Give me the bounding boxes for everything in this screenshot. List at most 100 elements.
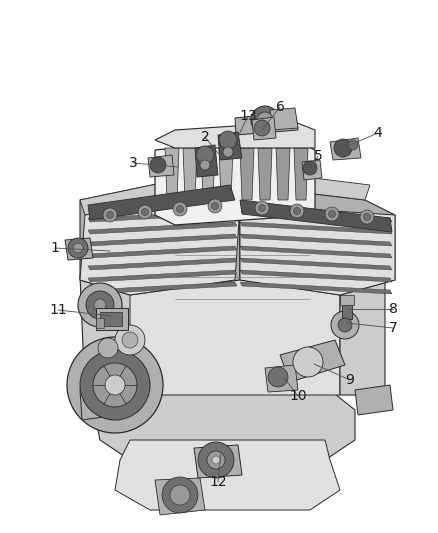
Polygon shape — [80, 175, 200, 215]
Circle shape — [196, 146, 214, 164]
Polygon shape — [310, 230, 385, 395]
Polygon shape — [80, 240, 135, 415]
Polygon shape — [155, 122, 315, 148]
Polygon shape — [276, 148, 290, 200]
Circle shape — [328, 211, 336, 217]
Circle shape — [177, 206, 184, 213]
Circle shape — [115, 325, 145, 355]
Circle shape — [150, 157, 166, 173]
Polygon shape — [240, 205, 395, 295]
Polygon shape — [165, 148, 179, 200]
Polygon shape — [155, 140, 315, 225]
Circle shape — [293, 347, 323, 377]
Polygon shape — [88, 258, 237, 270]
Circle shape — [268, 367, 288, 387]
Polygon shape — [355, 385, 393, 415]
Polygon shape — [65, 238, 93, 260]
Text: 9: 9 — [346, 373, 354, 387]
Circle shape — [78, 283, 122, 327]
Bar — [100, 312, 122, 326]
Polygon shape — [88, 185, 235, 220]
Polygon shape — [235, 112, 298, 135]
Text: 1: 1 — [50, 241, 60, 255]
Polygon shape — [88, 222, 237, 234]
Polygon shape — [201, 148, 215, 200]
Polygon shape — [240, 170, 370, 200]
Circle shape — [331, 311, 359, 339]
Circle shape — [212, 456, 220, 464]
Circle shape — [257, 112, 273, 128]
Text: 12: 12 — [209, 475, 227, 489]
Circle shape — [93, 363, 137, 407]
Circle shape — [86, 291, 114, 319]
Circle shape — [67, 337, 163, 433]
Circle shape — [106, 212, 113, 219]
Polygon shape — [88, 234, 237, 246]
Circle shape — [223, 147, 233, 157]
Text: 2: 2 — [201, 130, 209, 144]
Polygon shape — [240, 258, 392, 270]
Circle shape — [255, 201, 269, 215]
Polygon shape — [280, 340, 345, 382]
Polygon shape — [240, 246, 392, 258]
Polygon shape — [302, 160, 322, 180]
Circle shape — [200, 160, 210, 170]
Polygon shape — [218, 132, 242, 160]
Circle shape — [254, 120, 270, 136]
Polygon shape — [270, 108, 298, 130]
Circle shape — [364, 214, 371, 221]
Circle shape — [348, 140, 358, 150]
Circle shape — [212, 203, 219, 209]
Circle shape — [360, 210, 374, 224]
Polygon shape — [130, 230, 340, 395]
Polygon shape — [240, 148, 254, 200]
Bar — [96, 308, 128, 330]
Circle shape — [141, 208, 148, 215]
Polygon shape — [194, 445, 242, 478]
Polygon shape — [80, 175, 240, 295]
Polygon shape — [252, 117, 276, 140]
Circle shape — [122, 332, 138, 348]
Polygon shape — [240, 200, 392, 232]
Polygon shape — [148, 155, 174, 177]
Circle shape — [98, 338, 118, 358]
Circle shape — [293, 207, 300, 214]
Circle shape — [138, 205, 152, 219]
Polygon shape — [80, 385, 118, 420]
Circle shape — [251, 106, 279, 134]
Polygon shape — [115, 440, 340, 510]
Polygon shape — [240, 234, 392, 246]
Text: 13: 13 — [239, 109, 257, 123]
Circle shape — [325, 207, 339, 221]
Polygon shape — [240, 210, 392, 222]
Text: 4: 4 — [374, 126, 382, 140]
Circle shape — [162, 477, 198, 513]
Text: 10: 10 — [289, 389, 307, 403]
Polygon shape — [195, 145, 218, 177]
Polygon shape — [330, 138, 361, 160]
Circle shape — [208, 199, 222, 213]
Polygon shape — [88, 282, 237, 294]
Text: 3: 3 — [129, 156, 138, 170]
Polygon shape — [240, 222, 392, 234]
Polygon shape — [95, 390, 355, 460]
Polygon shape — [294, 148, 308, 200]
Text: 11: 11 — [49, 303, 67, 317]
Text: 6: 6 — [276, 100, 284, 114]
Bar — [340, 295, 354, 305]
Text: 8: 8 — [389, 302, 397, 316]
Circle shape — [303, 161, 317, 175]
Circle shape — [258, 205, 265, 212]
Bar — [342, 303, 352, 319]
Circle shape — [338, 318, 352, 332]
Polygon shape — [183, 148, 197, 200]
Circle shape — [68, 238, 88, 258]
Circle shape — [207, 451, 225, 469]
Polygon shape — [258, 148, 272, 200]
Circle shape — [170, 485, 190, 505]
Polygon shape — [219, 148, 233, 200]
Circle shape — [80, 350, 150, 420]
Circle shape — [73, 243, 83, 253]
Polygon shape — [240, 185, 395, 295]
Circle shape — [334, 139, 352, 157]
